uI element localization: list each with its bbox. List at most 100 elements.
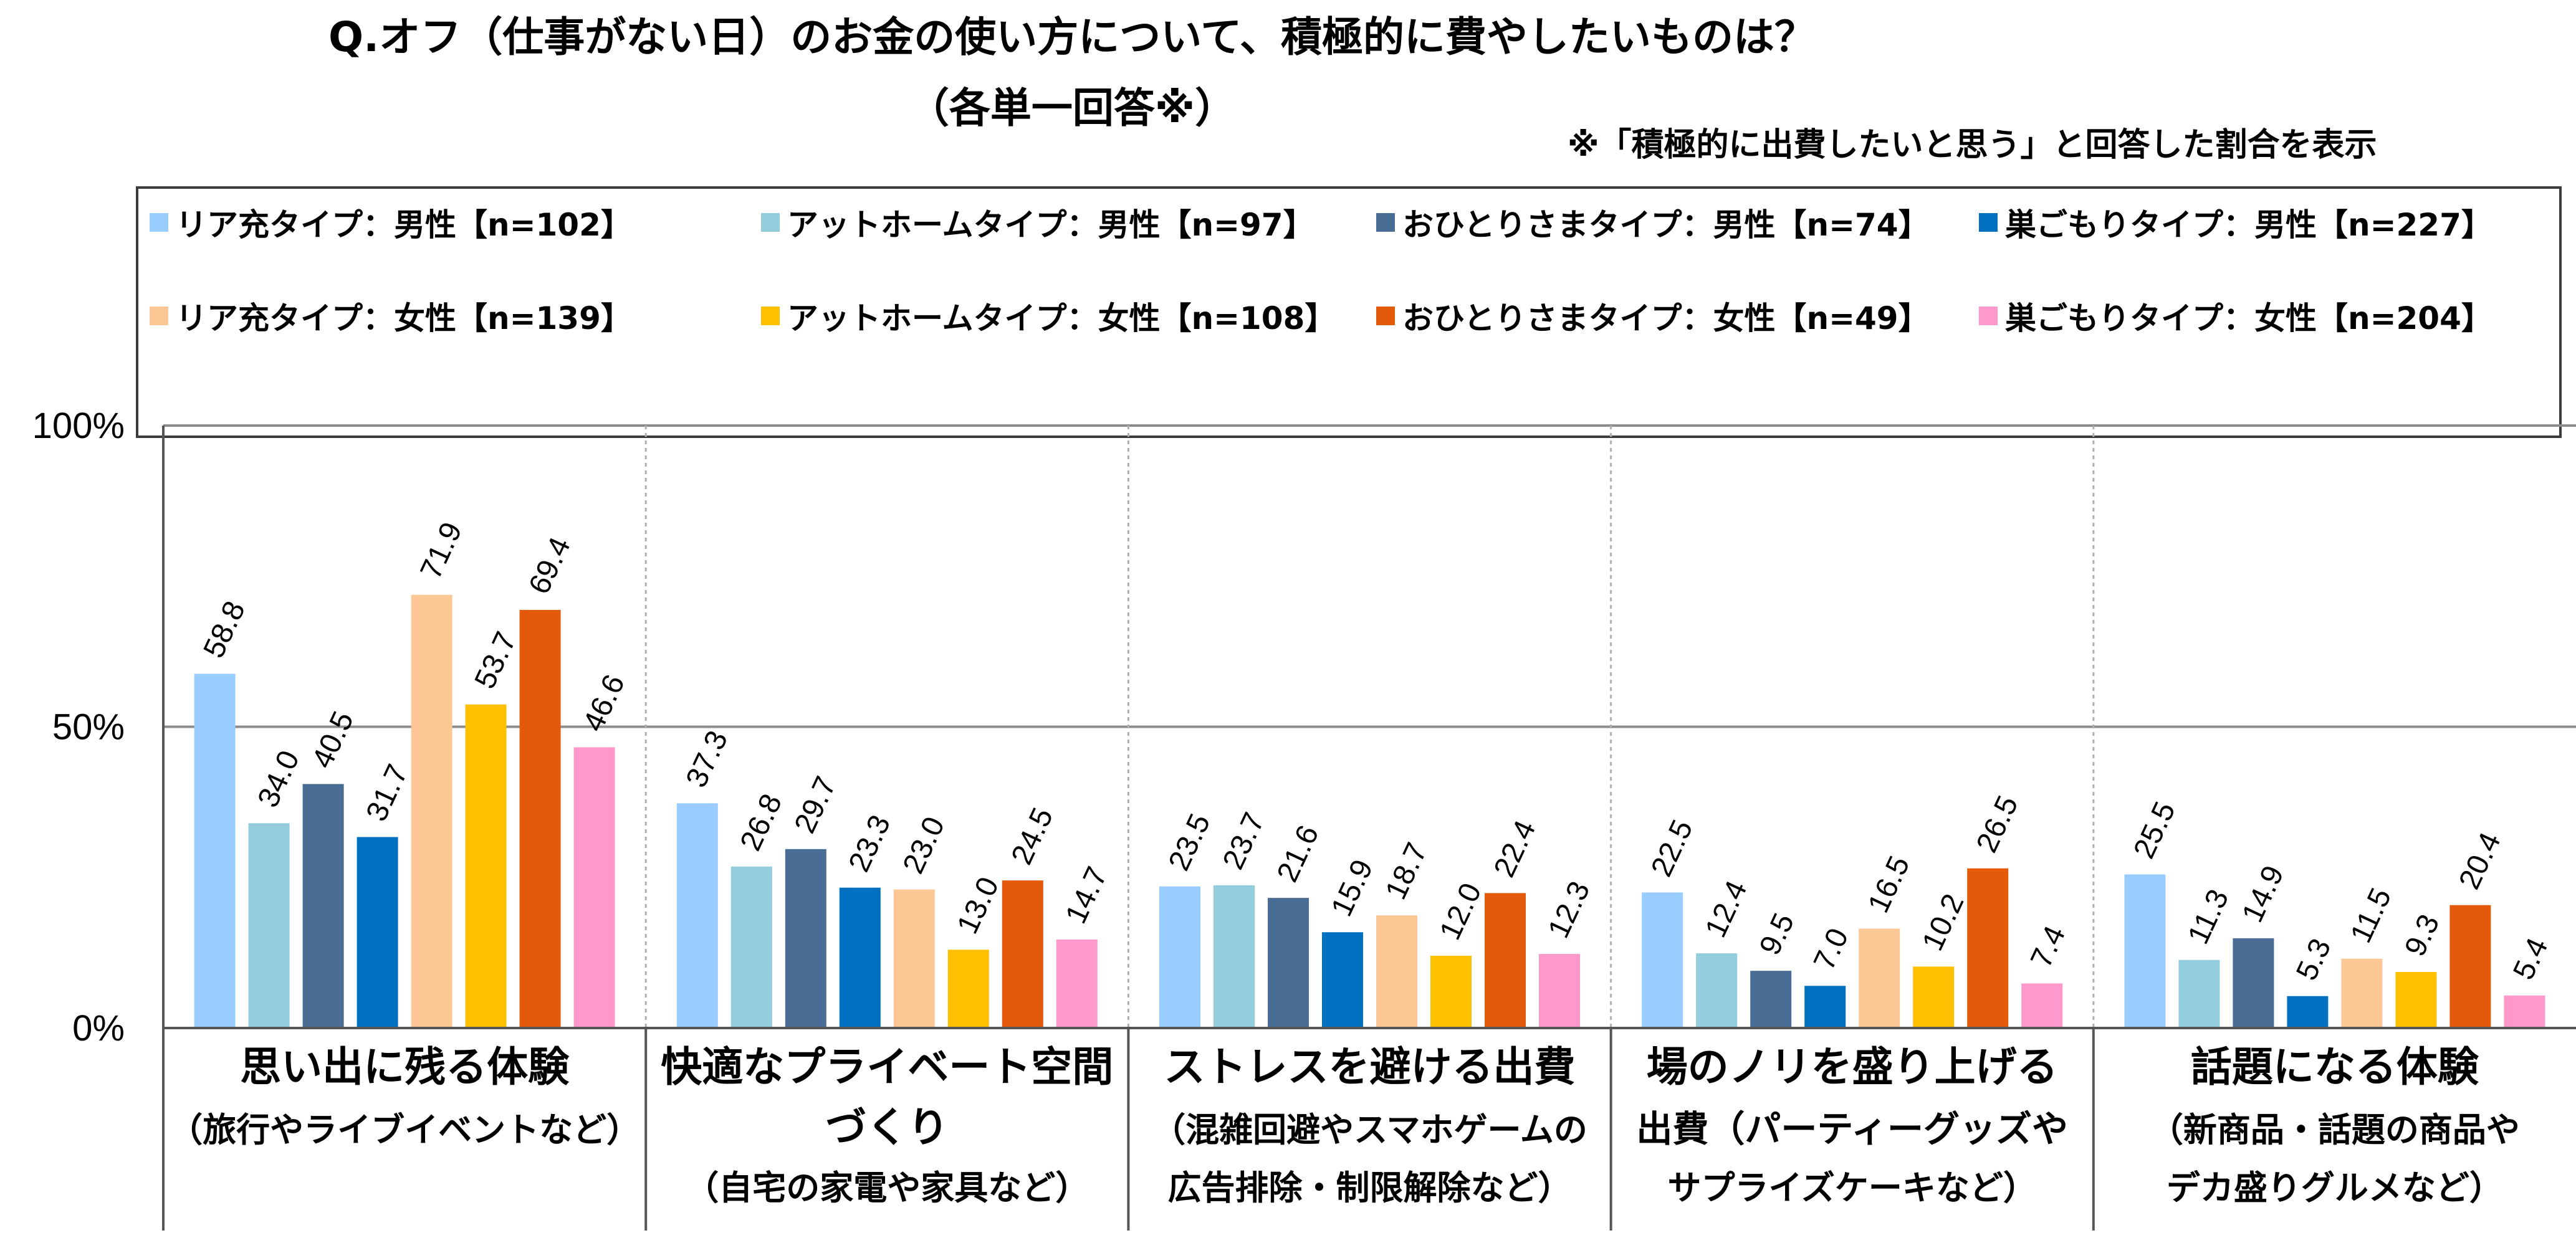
legend: リア充タイプ：男性【n=102】 アットホームタイプ：男性【n=97】 おひとりさま… (136, 186, 2562, 438)
legend-label: おひとりさまタイプ：男性【n=74】 (1402, 207, 1930, 243)
data-label: 34.0 (252, 746, 307, 812)
legend-item: アットホームタイプ：男性【n=97】 (761, 198, 1314, 247)
data-label: 29.7 (788, 771, 843, 838)
legend-label: リア充タイプ：女性【n=139】 (176, 300, 632, 336)
x-category-label: 出費（パーティーグッズや (1636, 1108, 2068, 1150)
legend-label: アットホームタイプ：女性【n=108】 (787, 300, 1336, 336)
data-label: 5.3 (2290, 934, 2337, 986)
bar (676, 803, 718, 1028)
bar (2449, 905, 2491, 1028)
x-category-label: ストレスを避ける出費 (1164, 1043, 1576, 1091)
y-tick-label: 50% (52, 707, 125, 748)
data-label: 11.5 (2344, 883, 2398, 948)
bar (465, 704, 507, 1028)
data-label: 22.4 (1488, 816, 1543, 882)
bar (1859, 928, 1900, 1028)
bar (2124, 874, 2166, 1028)
bar (1750, 971, 1792, 1028)
chart-note: ※「積極的に出費したいと思う」と回答した割合を表示 (1568, 126, 2377, 164)
legend-swatch (1376, 307, 1395, 325)
data-label: 7.0 (1808, 923, 1855, 975)
bar (248, 823, 290, 1028)
bar (2504, 995, 2545, 1028)
bar (2178, 959, 2220, 1028)
x-category-label: （自宅の家電や家具など） (685, 1168, 1089, 1207)
legend-swatch (150, 307, 168, 325)
x-category-label: （旅行やライブイベントなど） (169, 1110, 640, 1150)
chart-title: Q.オフ（仕事がない日）のお金の使い方について、積極的に費やしたいものは？ (328, 13, 1816, 61)
data-label: 13.0 (951, 872, 1006, 939)
bar (1696, 953, 1738, 1028)
data-label: 12.0 (1434, 879, 1488, 945)
x-category-label: 広告排除・制限解除など） (1168, 1168, 1572, 1207)
bar (947, 950, 989, 1028)
bar (519, 609, 561, 1028)
bar (1268, 898, 1309, 1028)
data-label: 71.9 (414, 517, 469, 584)
bar (302, 784, 344, 1028)
data-label: 25.5 (2127, 797, 2182, 864)
x-category-label: （新商品・話題の商品や (2150, 1110, 2520, 1150)
bar (2021, 983, 2063, 1028)
data-label: 12.4 (1699, 876, 1754, 943)
x-category-label: （混雑回避やスマホゲームの (1152, 1110, 1587, 1150)
data-label: 31.7 (360, 759, 415, 826)
legend-label: 巣ごもりタイプ：女性【n=204】 (2005, 300, 2492, 336)
y-tick-label: 0% (72, 1008, 125, 1049)
data-label: 24.5 (1005, 803, 1060, 870)
bar (1967, 868, 2009, 1028)
bar (1056, 939, 1098, 1028)
bar (1322, 932, 1363, 1028)
legend-swatch (150, 213, 168, 232)
data-label: 5.4 (2507, 933, 2554, 985)
bar (1214, 885, 1255, 1028)
data-label: 23.7 (1217, 807, 1271, 874)
bar (1539, 954, 1580, 1028)
bar (730, 866, 772, 1028)
bar (785, 849, 826, 1028)
legend-item: 巣ごもりタイプ：女性【n=204】 (1979, 291, 2492, 341)
bar (893, 889, 935, 1028)
x-category-label: 快適なプライベート空間 (661, 1043, 1113, 1091)
data-label: 22.5 (1645, 815, 1700, 882)
legend-item: リア充タイプ：男性【n=102】 (150, 198, 632, 247)
y-tick-label: 100% (32, 406, 125, 446)
data-label: 14.9 (2236, 860, 2291, 927)
chart-subtitle: （各単一回答※） (907, 84, 1237, 132)
bar (194, 674, 236, 1028)
bar (1159, 886, 1200, 1028)
bar (573, 747, 615, 1028)
x-category-label: 話題になる体験 (2191, 1043, 2479, 1091)
data-label: 16.5 (1862, 851, 1917, 918)
legend-label: おひとりさまタイプ：女性【n=49】 (1402, 300, 1930, 336)
legend-label: アットホームタイプ：男性【n=97】 (787, 207, 1314, 243)
bar (2287, 996, 2329, 1028)
data-label: 12.3 (1542, 877, 1597, 943)
bar (1485, 893, 1526, 1028)
bar (2341, 958, 2383, 1028)
bar (411, 594, 452, 1028)
x-category-label: 思い出に残る体験 (240, 1043, 570, 1091)
x-category-label: サプライズケーキなど） (1668, 1168, 2037, 1207)
legend-label: 巣ごもりタイプ：男性【n=227】 (2005, 207, 2492, 243)
legend-item: リア充タイプ：女性【n=139】 (150, 291, 632, 341)
bar (1002, 880, 1043, 1028)
bar (1430, 955, 1472, 1028)
legend-swatch (1979, 307, 1998, 325)
bar (357, 837, 398, 1028)
data-label: 23.5 (1162, 809, 1217, 875)
legend-swatch (1376, 213, 1395, 232)
data-label: 10.2 (1916, 889, 1971, 956)
data-label: 26.5 (1970, 791, 2025, 857)
bar (1642, 892, 1683, 1028)
legend-item: 巣ごもりタイプ：男性【n=227】 (1979, 198, 2492, 247)
legend-item: おひとりさまタイプ：男性【n=74】 (1376, 198, 1930, 247)
data-label: 15.9 (1325, 855, 1380, 921)
data-label: 69.4 (523, 532, 578, 599)
legend-swatch (761, 213, 780, 232)
bar (2395, 972, 2437, 1028)
data-label: 53.7 (469, 627, 524, 693)
x-category-label: づくり (825, 1103, 949, 1151)
legend-item: アットホームタイプ：女性【n=108】 (761, 291, 1336, 341)
